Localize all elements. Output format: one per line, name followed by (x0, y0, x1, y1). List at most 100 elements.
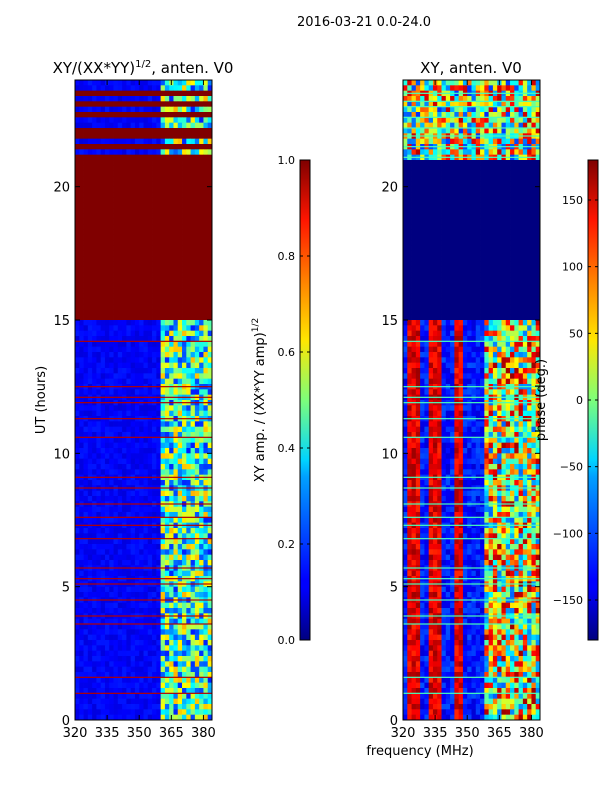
right-heatmap-cell (437, 138, 442, 145)
left-heatmap-cell (143, 490, 149, 497)
left-heatmap-cell (96, 352, 102, 358)
left-heatmap-cell (186, 352, 191, 358)
left-heatmap-cell (79, 357, 84, 364)
left-heatmap-cell (173, 346, 179, 353)
left-heatmap-cell (160, 602, 166, 609)
left-heatmap-cell (207, 389, 212, 396)
right-heatmap-cell (403, 197, 408, 204)
right-heatmap-cell (420, 229, 425, 236)
left-heatmap-cell (164, 624, 170, 630)
left-heatmap-cell (143, 629, 149, 636)
left-heatmap-cell (190, 421, 196, 428)
left-heatmap-cell (177, 245, 183, 252)
left-heatmap-cell (164, 192, 170, 198)
left-heatmap-cell (182, 186, 187, 193)
left-heatmap-cell (173, 122, 179, 129)
left-heatmap-cell (182, 128, 187, 134)
left-heatmap-cell (186, 304, 191, 310)
right-heatmap-cell (497, 117, 502, 124)
left-heatmap-cell (96, 144, 102, 150)
right-heatmap-cell (415, 80, 421, 86)
left-heatmap-cell (169, 165, 174, 172)
right-heatmap-cell (454, 80, 460, 86)
right-heatmap-cell (441, 250, 447, 257)
left-heatmap-cell (177, 277, 183, 284)
right-heatmap-cell (445, 176, 451, 182)
right-heatmap-cell (492, 240, 498, 246)
left-heatmap-cell (173, 698, 179, 705)
right-heatmap-cell (458, 197, 464, 204)
left-heatmap-cell (87, 336, 93, 342)
left-heatmap-cell (173, 608, 179, 614)
right-heatmap-cell (484, 234, 490, 241)
left-heatmap-cell (79, 421, 84, 428)
left-heatmap-cell (96, 538, 102, 545)
left-heatmap-cell (194, 96, 200, 102)
left-heatmap-cell (203, 165, 209, 172)
left-heatmap-cell (199, 437, 204, 444)
left-heatmap-cell (139, 714, 144, 720)
left-heatmap-cell (147, 448, 153, 454)
left-heatmap-cell (143, 154, 149, 161)
left-heatmap-cell (92, 549, 97, 556)
left-heatmap-cell (203, 192, 209, 198)
left-heatmap-cell (117, 304, 123, 310)
left-heatmap-cell (79, 432, 84, 438)
left-heatmap-cell (130, 677, 136, 684)
left-heatmap-cell (199, 85, 204, 92)
right-heatmap-cell (462, 165, 468, 172)
left-heatmap-cell (169, 586, 174, 593)
right-heatmap-cell (518, 80, 524, 86)
left-heatmap-cell (147, 410, 153, 417)
right-heatmap-cell (462, 128, 468, 134)
right-heatmap-cell (432, 250, 438, 257)
left-heatmap-cell (134, 154, 140, 161)
left-heatmap-cell (113, 496, 119, 502)
left-heatmap-cell (190, 250, 196, 257)
left-heatmap-cell (194, 101, 200, 108)
left-heatmap-cell (152, 464, 157, 470)
left-heatmap-cell (194, 197, 200, 204)
left-heatmap-cell (92, 293, 97, 300)
left-heatmap-cell (96, 80, 102, 86)
right-heatmap-cell (480, 80, 485, 86)
left-heatmap-cell (139, 650, 144, 657)
left-heatmap-cell (160, 314, 166, 321)
left-heatmap-cell (160, 112, 166, 118)
right-heatmap-cell (450, 202, 455, 209)
left-heatmap-cell (117, 128, 123, 134)
left-heatmap-cell (87, 650, 93, 657)
left-heatmap-cell (186, 704, 191, 710)
left-heatmap-cell (164, 528, 170, 534)
left-heatmap-cell (182, 309, 187, 316)
left-heatmap-cell (113, 426, 119, 433)
right-heatmap-cell (488, 101, 494, 108)
left-heatmap-cell (109, 608, 114, 614)
right-heatmap-cell (501, 181, 507, 188)
left-heatmap-cell (156, 181, 162, 188)
left-heatmap-cell (92, 245, 97, 252)
left-heatmap-cell (156, 85, 162, 92)
right-heatmap-cell (505, 229, 511, 236)
left-heatmap-cell (203, 688, 209, 694)
left-heatmap-cell (87, 128, 93, 134)
left-heatmap-cell (152, 432, 157, 438)
left-heatmap-cell (182, 432, 187, 438)
left-heatmap-cell (147, 309, 153, 316)
left-heatmap-cell (160, 101, 166, 108)
left-heatmap-cell (104, 288, 110, 294)
left-heatmap-cell (152, 586, 157, 593)
left-heatmap-cell (186, 90, 191, 97)
left-heatmap-cell (100, 176, 106, 182)
left-heatmap-cell (152, 373, 157, 380)
right-heatmap-cell (415, 197, 421, 204)
left-heatmap-cell (156, 506, 162, 513)
left-heatmap-cell (75, 432, 80, 438)
right-heatmap-cell (432, 149, 438, 156)
left-heatmap-cell (109, 144, 114, 150)
left-heatmap-cell (160, 325, 166, 332)
right-heatmap-cell (535, 160, 540, 166)
left-heatmap-cell (173, 512, 179, 518)
left-heatmap-cell (122, 453, 127, 460)
left-heatmap-cell (100, 170, 106, 177)
